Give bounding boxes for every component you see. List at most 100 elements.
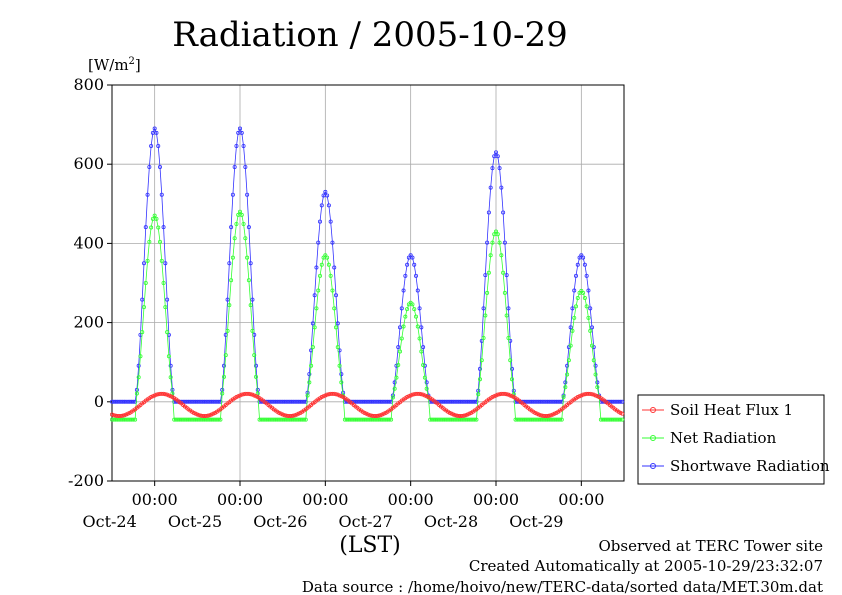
data-point bbox=[328, 219, 333, 224]
data-point bbox=[221, 363, 226, 368]
y-tick-label: 600 bbox=[73, 154, 104, 173]
data-point bbox=[504, 313, 509, 318]
data-point bbox=[570, 306, 575, 311]
data-point bbox=[332, 391, 337, 396]
y-tick-label: 800 bbox=[73, 75, 104, 94]
series-line bbox=[112, 210, 623, 421]
legend-label: Soil Heat Flux 1 bbox=[670, 401, 793, 419]
data-point bbox=[538, 413, 543, 418]
data-point bbox=[403, 273, 408, 278]
data-point bbox=[225, 328, 230, 333]
data-point bbox=[417, 391, 422, 396]
legend-label: Shortwave Radiation bbox=[670, 457, 830, 475]
data-point bbox=[227, 303, 232, 308]
data-point bbox=[314, 265, 319, 270]
data-point bbox=[134, 391, 139, 396]
data-point bbox=[237, 209, 242, 214]
data-point bbox=[581, 255, 586, 260]
data-point bbox=[618, 399, 623, 404]
data-point bbox=[248, 303, 253, 308]
data-point bbox=[499, 253, 504, 258]
data-point bbox=[405, 262, 410, 267]
data-point bbox=[252, 353, 257, 358]
data-point bbox=[333, 293, 338, 298]
data-point bbox=[243, 236, 248, 241]
data-point bbox=[229, 225, 234, 230]
data-point bbox=[574, 273, 579, 278]
data-point bbox=[163, 261, 168, 266]
data-point bbox=[472, 417, 477, 422]
data-point bbox=[159, 258, 164, 263]
data-point bbox=[618, 417, 623, 422]
legend: Soil Heat Flux 1 Net Radiation Shortwave R… bbox=[637, 394, 830, 485]
data-point bbox=[401, 324, 406, 329]
data-point bbox=[309, 363, 314, 368]
data-point bbox=[412, 262, 417, 267]
data-point bbox=[163, 305, 168, 310]
data-point bbox=[325, 193, 330, 198]
x-tick-date: Oct-26 bbox=[253, 512, 307, 531]
data-point bbox=[504, 273, 509, 278]
data-point bbox=[413, 273, 418, 278]
data-point bbox=[584, 273, 589, 278]
data-point bbox=[205, 413, 210, 418]
data-point bbox=[568, 343, 573, 348]
data-point bbox=[312, 293, 317, 298]
data-point bbox=[497, 240, 502, 245]
data-point bbox=[570, 328, 575, 333]
data-point bbox=[229, 278, 234, 283]
data-point bbox=[410, 392, 415, 397]
data-point bbox=[387, 417, 392, 422]
data-point bbox=[227, 261, 232, 266]
data-point bbox=[147, 164, 152, 169]
data-point bbox=[401, 288, 406, 293]
data-point bbox=[501, 210, 506, 215]
data-point bbox=[563, 385, 568, 390]
data-point bbox=[168, 375, 173, 380]
data-point bbox=[399, 306, 404, 311]
data-point bbox=[419, 392, 424, 397]
data-point bbox=[325, 392, 330, 397]
data-point bbox=[574, 304, 579, 309]
data-point bbox=[335, 321, 340, 326]
data-point bbox=[376, 413, 381, 418]
data-point bbox=[237, 126, 242, 131]
data-point bbox=[558, 417, 563, 422]
data-point bbox=[143, 225, 148, 230]
data-point bbox=[239, 130, 244, 135]
data-point bbox=[204, 414, 209, 419]
data-point bbox=[495, 154, 500, 159]
series-line bbox=[112, 127, 623, 403]
data-point bbox=[558, 399, 563, 404]
data-point bbox=[248, 261, 253, 266]
series-net-radiation bbox=[110, 209, 625, 422]
data-point bbox=[253, 363, 258, 368]
data-point bbox=[131, 417, 136, 422]
data-point bbox=[502, 391, 507, 396]
data-point bbox=[508, 358, 513, 363]
data-point bbox=[590, 325, 595, 330]
data-point bbox=[410, 302, 415, 307]
data-point bbox=[232, 236, 237, 241]
data-point bbox=[220, 391, 225, 396]
x-tick-date: Oct-28 bbox=[424, 512, 478, 531]
data-point bbox=[143, 280, 148, 285]
data-point bbox=[581, 290, 586, 295]
x-tick-date: Oct-27 bbox=[339, 512, 393, 531]
data-point bbox=[157, 239, 162, 244]
data-point bbox=[337, 363, 342, 368]
data-point bbox=[582, 296, 587, 301]
data-point bbox=[316, 240, 321, 245]
x-tick-time: 00:00 bbox=[302, 490, 348, 509]
data-point bbox=[335, 345, 340, 350]
data-point bbox=[588, 306, 593, 311]
data-point bbox=[243, 164, 248, 169]
data-point bbox=[159, 192, 164, 197]
data-point bbox=[582, 262, 587, 267]
chart-title: Radiation / 2005-10-29 bbox=[172, 15, 568, 55]
data-point bbox=[506, 336, 511, 341]
series-shortwave-radiation bbox=[110, 126, 625, 404]
data-point bbox=[588, 328, 593, 333]
data-point bbox=[565, 372, 570, 377]
